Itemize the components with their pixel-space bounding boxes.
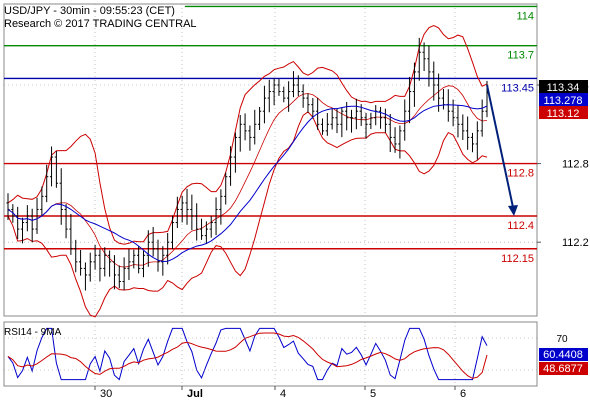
rsi-label: RSI14 - 9MA (4, 327, 62, 338)
price-badge: 113.34 (539, 80, 588, 94)
bollinger-lower (7, 111, 488, 318)
projection-arrow-head (508, 205, 518, 216)
price-badge: 113.278 (539, 93, 588, 107)
rsi-value-box (539, 348, 588, 361)
price-badge-box (539, 106, 588, 119)
time-tick-label: 4 (280, 388, 286, 400)
bollinger-upper (7, 24, 488, 245)
level-label-113.45: 113.45 (501, 82, 534, 94)
moving-average-line (7, 104, 488, 263)
level-label-112.4: 112.4 (507, 220, 534, 232)
price-badge-box (539, 93, 588, 106)
price-badge-label: 113.278 (544, 95, 583, 107)
rsi-ma-value-label: 48.6877 (543, 363, 583, 375)
rsi-lines (7, 327, 488, 381)
time-tick-label: 6 (460, 388, 466, 400)
level-label-114: 114 (516, 10, 534, 22)
time-tick-label: 5 (370, 388, 376, 400)
rsi-line (7, 327, 488, 381)
price-badge-box (539, 80, 588, 93)
level-label-112.15: 112.15 (501, 253, 534, 265)
rsi-value-badge: 60.4408 (539, 348, 588, 361)
time-tick-label: 30 (100, 388, 112, 400)
price-badge-label: 113.34 (547, 82, 580, 94)
moving-average (7, 104, 488, 263)
bollinger-bands (7, 24, 488, 318)
rsi-plot-area (3, 321, 538, 387)
projection-arrow (486, 84, 518, 216)
rsi-ma-value-badge: 48.6877 (539, 362, 588, 375)
rsi-value-label: 60.4408 (543, 349, 583, 361)
level-lines: 114 113.7 113.45 112.8 112.4 112.15 (4, 5, 537, 265)
time-axis: 30 Jul 4 5 6 (94, 386, 466, 400)
rsi-ma-value-box (539, 362, 588, 375)
price-badge-label: 113.12 (547, 108, 580, 120)
price-plot-area (3, 3, 538, 317)
time-tick-label: Jul (187, 388, 203, 400)
copyright-text: Research © 2017 TRADING CENTRAL (4, 18, 197, 30)
price-tick-label: 112.2 (562, 237, 589, 249)
price-tick-label: 112.8 (562, 159, 589, 171)
candles (6, 37, 489, 291)
level-label-112.8: 112.8 (507, 168, 534, 180)
chart-title: USD/JPY - 30min - 09:55:23 (CET) (4, 5, 175, 17)
projection-arrow-line (486, 84, 515, 213)
level-label-113.7: 113.7 (507, 50, 534, 62)
rsi-ma-line (7, 332, 488, 379)
bollinger-middle (7, 85, 488, 268)
rsi-tick-label: 70 (556, 334, 568, 345)
price-badge: 113.12 (539, 106, 588, 120)
